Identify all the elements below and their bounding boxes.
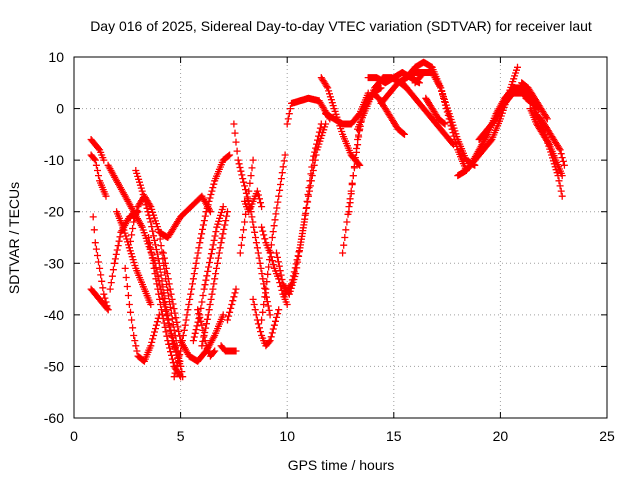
data-point-markers — [241, 187, 266, 216]
series-arc-47 — [518, 79, 551, 123]
series-arc-27 — [281, 120, 330, 298]
series-arc-11 — [145, 234, 185, 381]
data-point-markers — [281, 120, 330, 298]
data-point-markers — [531, 110, 568, 169]
x-tick-label: 0 — [70, 428, 78, 444]
data-point-markers — [411, 69, 479, 169]
data-point-markers — [87, 151, 110, 200]
x-tick-label: 10 — [279, 428, 295, 444]
series-arc-8 — [121, 264, 163, 365]
series-arc-37 — [398, 79, 457, 149]
series-arc-2 — [87, 151, 110, 200]
y-tick-label: -20 — [44, 204, 64, 220]
data-point-markers — [526, 105, 566, 180]
plot-frame — [73, 56, 608, 419]
series-arc-14 — [170, 151, 234, 381]
data-point-markers — [87, 136, 108, 164]
data-point-markers — [217, 342, 240, 355]
data-point-markers — [121, 264, 163, 365]
series-arc-4 — [87, 285, 112, 314]
chart-ticks: 0 5 10 15 20 25 -60 -50 -40 -30 -20 -10 0 10 — [44, 49, 615, 444]
x-axis-label: GPS time / hours — [288, 457, 395, 473]
series-arc-23 — [249, 295, 283, 350]
x-tick-label: 15 — [386, 428, 402, 444]
y-tick-label: -60 — [44, 410, 64, 426]
y-tick-label: 10 — [48, 49, 64, 65]
y-tick-label: -30 — [44, 255, 64, 271]
series-arc-46 — [531, 110, 568, 169]
data-point-markers — [236, 156, 257, 257]
series-arc-39 — [411, 69, 479, 169]
data-point-markers — [194, 306, 219, 360]
series-arc-10 — [132, 167, 185, 370]
y-axis-label: SDTVAR / TECUs — [6, 182, 22, 294]
data-point-markers — [398, 79, 457, 149]
series-arc-1 — [87, 136, 108, 164]
y-tick-label: -40 — [44, 307, 64, 323]
y-tick-label: -50 — [44, 358, 64, 374]
series-arc-19 — [224, 285, 240, 324]
y-tick-label: -10 — [44, 152, 64, 168]
data-point-markers — [155, 192, 214, 241]
chart-data-points — [87, 58, 568, 381]
series-arc-17 — [194, 306, 219, 360]
series-arc-18 — [217, 342, 240, 355]
series-arc-45 — [526, 105, 566, 180]
data-point-markers — [518, 79, 551, 123]
x-tick-label: 20 — [493, 428, 509, 444]
x-tick-label: 5 — [177, 428, 185, 444]
data-point-markers — [258, 151, 289, 324]
series-arc-21 — [236, 156, 257, 257]
y-tick-label: 0 — [56, 101, 64, 117]
data-point-markers — [224, 285, 240, 324]
series-arc-25 — [258, 151, 289, 324]
series-arc-12 — [155, 192, 214, 241]
series-arc-22 — [241, 187, 266, 216]
data-point-markers — [170, 151, 234, 381]
x-tick-label: 25 — [599, 428, 615, 444]
data-point-markers — [132, 167, 185, 370]
data-point-markers — [369, 89, 408, 138]
chart-title: Day 016 of 2025, Sidereal Day-to-day VTE… — [90, 18, 592, 34]
series-arc-35 — [369, 89, 408, 138]
series-arc-40 — [422, 94, 449, 128]
data-point-markers — [87, 285, 112, 314]
data-point-markers — [145, 234, 185, 381]
data-point-markers — [422, 94, 449, 128]
data-point-markers — [249, 295, 283, 350]
